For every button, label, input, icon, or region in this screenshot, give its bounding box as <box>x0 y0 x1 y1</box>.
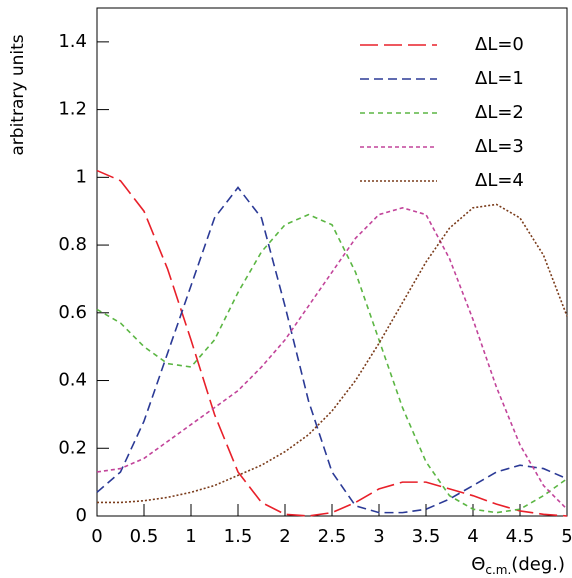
y-tick-label: 1.2 <box>58 99 87 120</box>
series-line <box>96 169 568 517</box>
x-tick-label: 4 <box>467 526 478 547</box>
y-tick-label: 0.8 <box>58 234 87 255</box>
x-tick-label: 2 <box>279 526 290 547</box>
legend-label: ΔL=2 <box>475 102 524 123</box>
series-line <box>96 186 568 514</box>
x-axis-label: Θc.m.(deg.) <box>471 554 565 577</box>
y-tick-label: 1 <box>76 166 87 187</box>
series-line <box>96 206 568 510</box>
x-label-main: Θ <box>471 554 485 575</box>
x-tick-label: 1.5 <box>224 526 253 547</box>
y-tick-label: 0 <box>76 505 87 526</box>
x-tick-label: 4.5 <box>506 526 535 547</box>
x-tick-label: 0.5 <box>130 526 159 547</box>
x-label-suffix: (deg.) <box>511 554 565 575</box>
legend-label: ΔL=0 <box>475 34 524 55</box>
y-tick-label: 0.2 <box>58 437 87 458</box>
x-tick-label: 3.5 <box>412 526 441 547</box>
y-axis-label: arbitrary units <box>8 34 28 155</box>
x-tick-label: 0 <box>91 526 102 547</box>
y-tick-label: 0.4 <box>58 370 87 391</box>
y-tick-label: 0.6 <box>58 302 87 323</box>
x-label-sub: c.m. <box>485 563 511 577</box>
legend-label: ΔL=1 <box>475 68 524 89</box>
x-tick-label: 1 <box>185 526 196 547</box>
series-line <box>96 213 568 514</box>
x-tick-label: 2.5 <box>318 526 347 547</box>
x-tick-label: 3 <box>373 526 384 547</box>
series-line <box>97 203 568 504</box>
y-tick-label: 1.4 <box>58 31 87 52</box>
x-tick-label: 5 <box>561 526 572 547</box>
legend-label: ΔL=4 <box>475 170 524 191</box>
legend-label: ΔL=3 <box>475 136 524 157</box>
